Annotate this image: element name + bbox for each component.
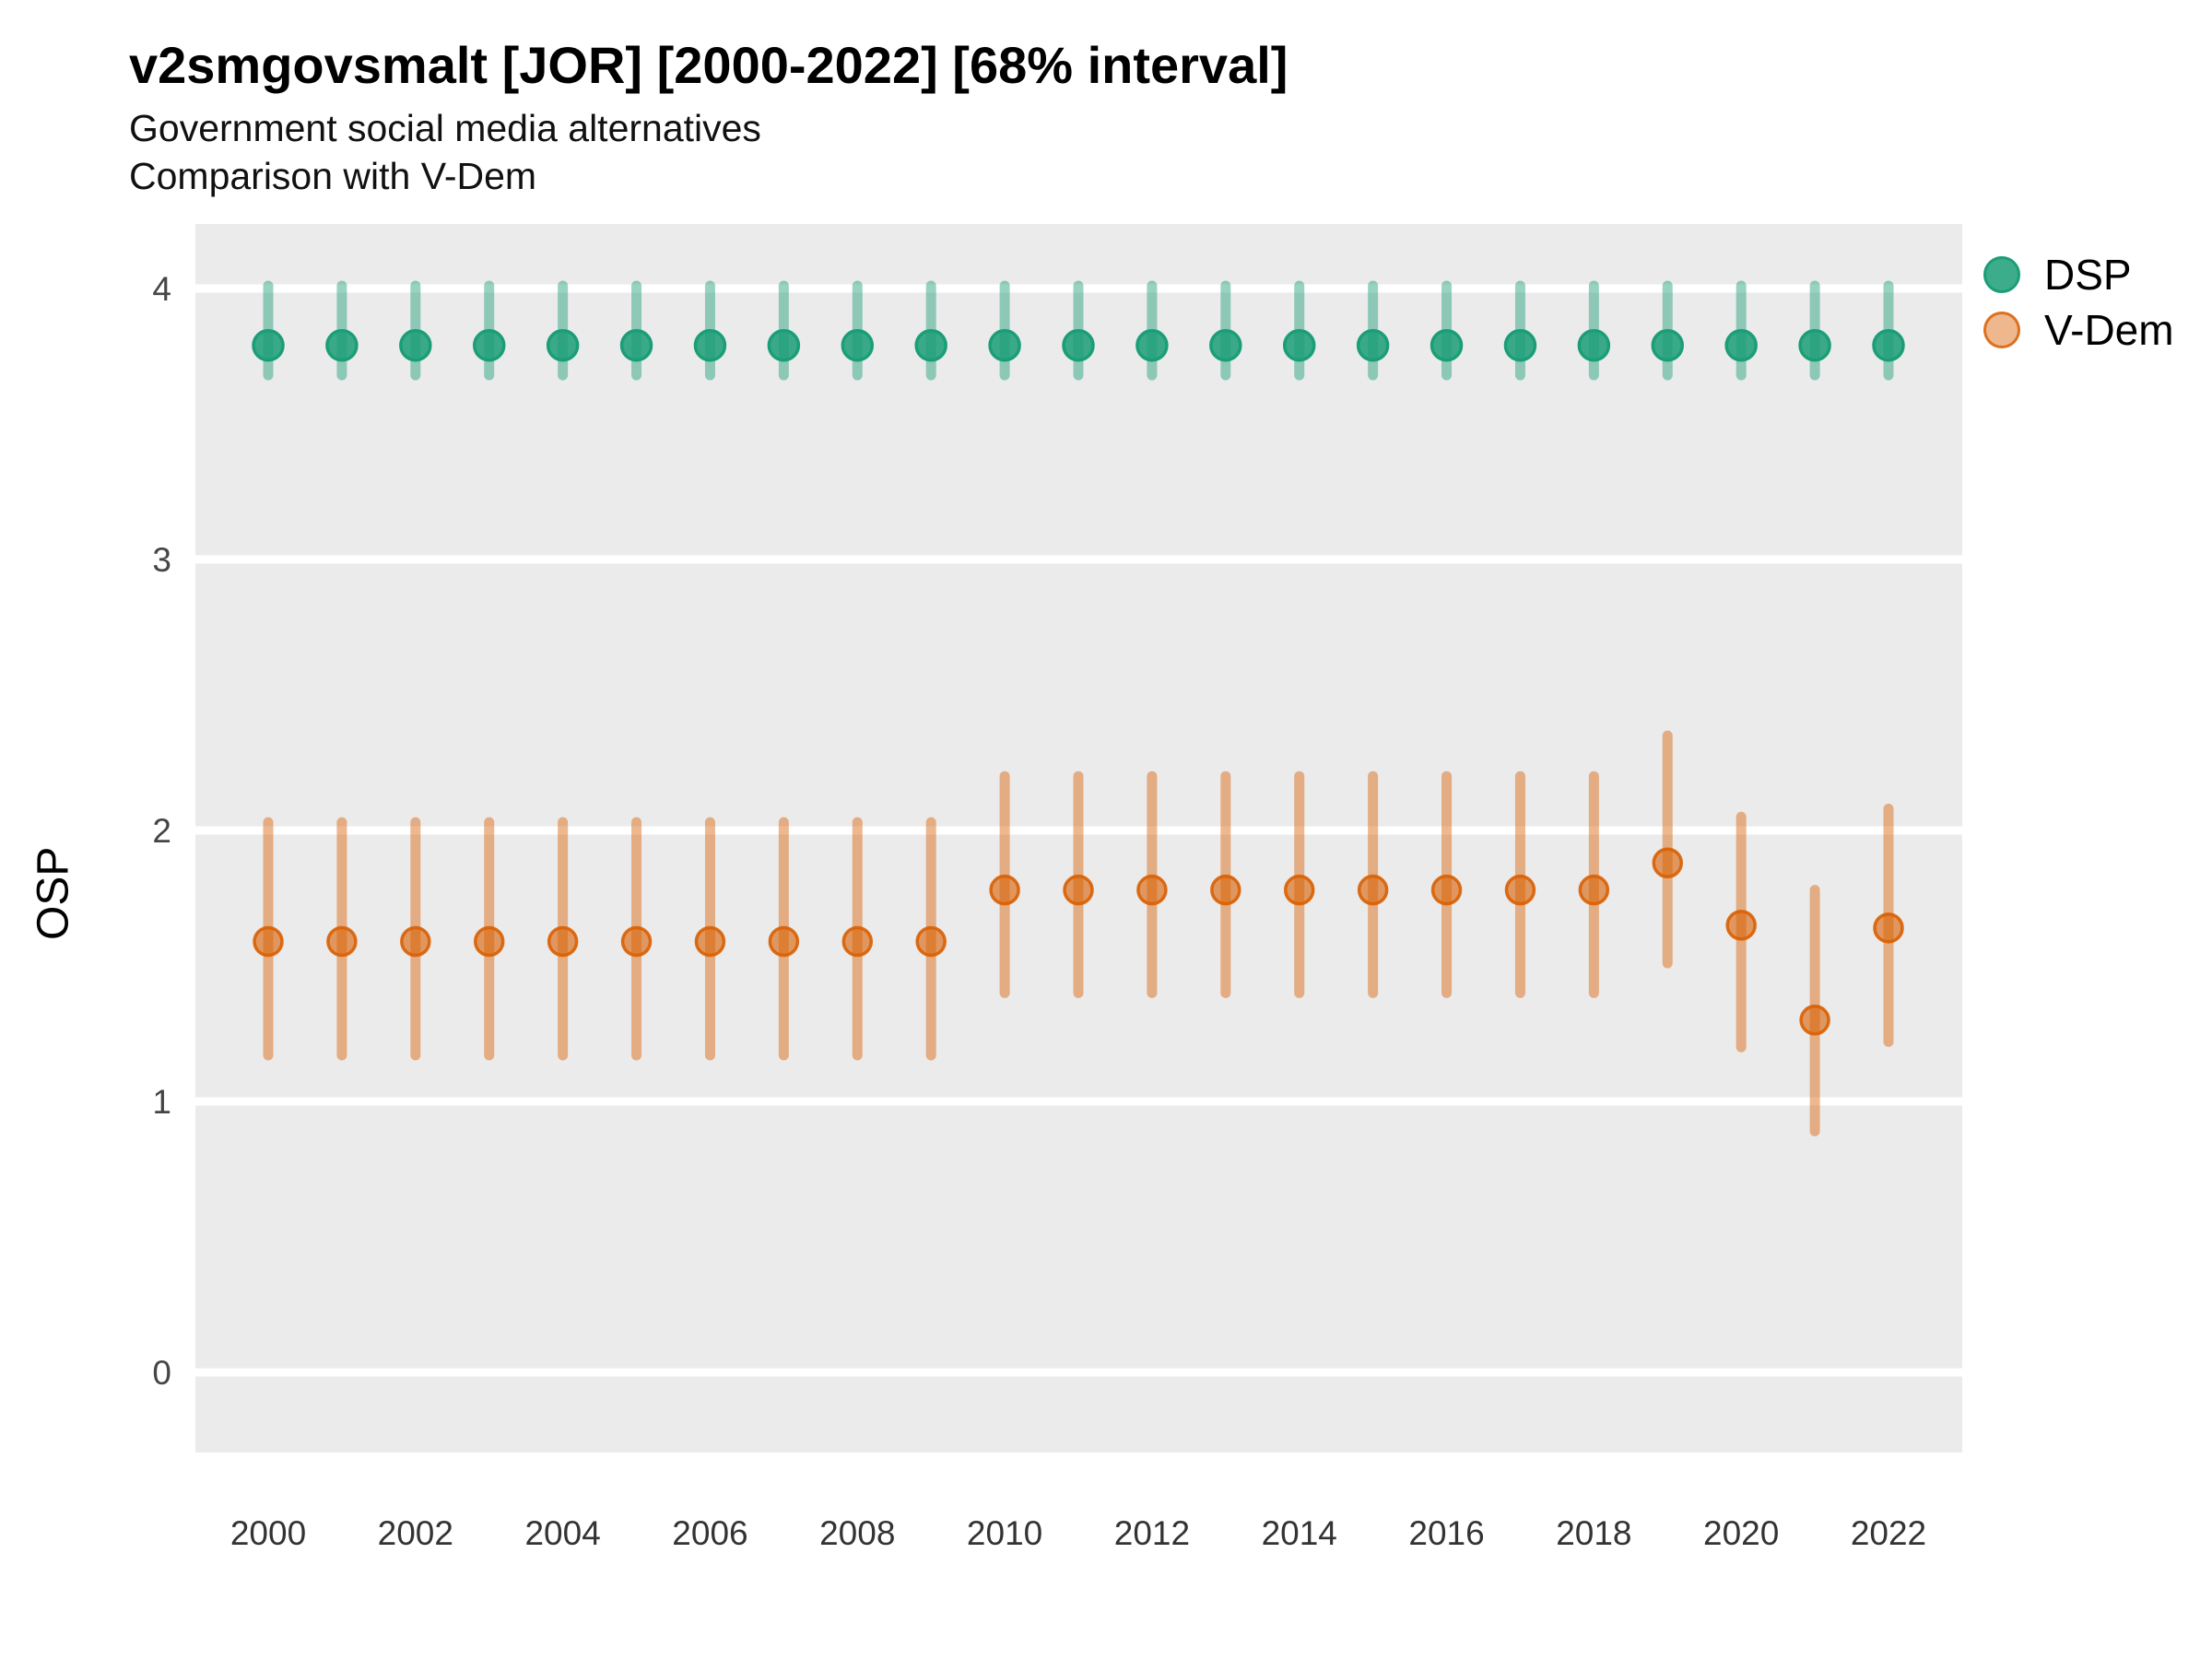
dsp-point-2001	[325, 328, 359, 362]
dsp-point-2000	[252, 328, 285, 362]
v-dem-point-2016	[1430, 874, 1463, 906]
v-dem-point-2011	[1063, 874, 1094, 906]
v-dem-point-2020	[1725, 910, 1757, 941]
x-tick-label-2018: 2018	[1556, 1514, 1631, 1552]
dsp-point-2014	[1282, 328, 1316, 362]
legend-label-dsp: DSP	[2044, 251, 2132, 299]
v-dem-point-2004	[547, 925, 579, 958]
dsp-point-2011	[1062, 328, 1095, 362]
dsp-point-2010	[988, 328, 1021, 362]
v-dem-point-2019	[1652, 847, 1684, 879]
dsp-point-2019	[1651, 328, 1685, 362]
dsp-point-2015	[1356, 328, 1390, 362]
dsp-point-2012	[1135, 328, 1169, 362]
v-dem-point-2021	[1799, 1005, 1830, 1036]
dsp-point-2008	[841, 328, 875, 362]
dsp-point-2013	[1209, 328, 1242, 362]
y-tick-label-3: 3	[152, 541, 171, 579]
y-tick-label-2: 2	[152, 812, 171, 850]
legend-item-dsp: DSP	[1983, 247, 2174, 302]
legend-item-vdem: V-Dem	[1983, 302, 2174, 358]
plot-panel-background	[195, 224, 1962, 1453]
v-dem-point-2003	[473, 925, 505, 958]
v-dem-point-2015	[1357, 874, 1389, 906]
dsp-point-2007	[767, 328, 801, 362]
dsp-point-2005	[619, 328, 653, 362]
v-dem-point-2022	[1873, 912, 1904, 944]
dsp-point-2021	[1798, 328, 1831, 362]
v-dem-point-2001	[326, 925, 358, 958]
x-tick-label-2022: 2022	[1851, 1514, 1926, 1552]
v-dem-point-2008	[841, 925, 874, 958]
v-dem-point-2007	[768, 925, 800, 958]
x-tick-label-2020: 2020	[1703, 1514, 1779, 1552]
y-tick-label-1: 1	[152, 1083, 171, 1121]
dsp-point-2006	[693, 328, 727, 362]
v-dem-point-2002	[400, 925, 431, 958]
v-dem-point-2005	[620, 925, 653, 958]
x-tick-label-2016: 2016	[1408, 1514, 1484, 1552]
x-tick-label-2006: 2006	[672, 1514, 747, 1552]
dsp-point-2003	[472, 328, 506, 362]
v-dem-point-2014	[1283, 874, 1315, 906]
v-dem-point-2010	[989, 874, 1020, 906]
v-dem-point-2018	[1578, 874, 1610, 906]
x-tick-label-2000: 2000	[230, 1514, 306, 1552]
chart-subtitle-line1: Government social media alternatives	[129, 107, 761, 149]
v-dem-point-2000	[253, 925, 284, 958]
dsp-point-2020	[1724, 328, 1758, 362]
v-dem-point-2013	[1210, 874, 1241, 906]
legend: DSP V-Dem	[1983, 247, 2174, 358]
x-tick-label-2014: 2014	[1262, 1514, 1337, 1552]
legend-dot-vdem-icon	[1983, 312, 2020, 348]
dsp-point-2022	[1872, 328, 1905, 362]
chart-subtitle-line2: Comparison with V-Dem	[129, 155, 537, 197]
v-dem-point-2009	[915, 925, 947, 958]
v-dem-point-2017	[1504, 874, 1536, 906]
x-tick-label-2004: 2004	[524, 1514, 600, 1552]
legend-dot-dsp-icon	[1983, 256, 2020, 293]
v-dem-point-2012	[1136, 874, 1168, 906]
dsp-point-2009	[914, 328, 947, 362]
dsp-point-2002	[399, 328, 432, 362]
legend-label-vdem: V-Dem	[2044, 306, 2174, 354]
x-tick-label-2008: 2008	[819, 1514, 895, 1552]
dsp-point-2016	[1430, 328, 1464, 362]
dsp-point-2004	[546, 328, 580, 362]
dsp-point-2017	[1503, 328, 1537, 362]
dsp-point-2018	[1577, 328, 1611, 362]
x-tick-label-2012: 2012	[1114, 1514, 1190, 1552]
y-tick-label-4: 4	[152, 270, 171, 308]
x-tick-label-2002: 2002	[378, 1514, 453, 1552]
y-tick-label-0: 0	[152, 1354, 171, 1392]
x-tick-label-2010: 2010	[967, 1514, 1042, 1552]
chart-title: v2smgovsmalt [JOR] [2000-2022] [68% inte…	[129, 36, 1288, 94]
v-dem-point-2006	[694, 925, 726, 958]
